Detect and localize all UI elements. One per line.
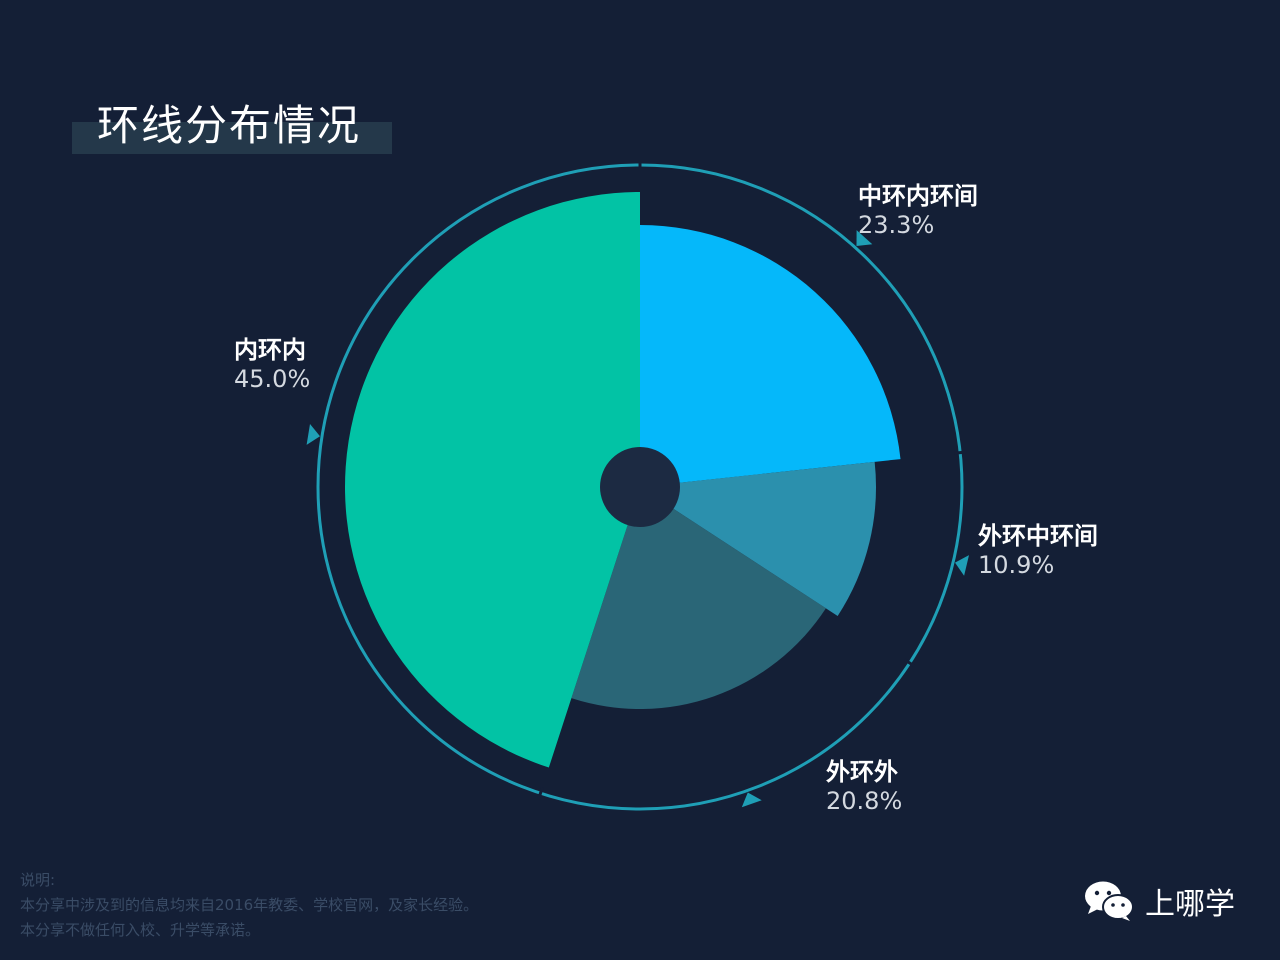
brand-name: 上哪学 [1145,887,1235,922]
ring-divider [903,658,916,668]
title-underline-bar [72,122,392,154]
slice-zhonghuan-neihuan [640,225,901,487]
label-value: 20.8% [826,786,903,815]
ring-divider [954,450,967,455]
label-value: 23.3% [858,210,935,239]
label-name: 中环内环间 [858,182,978,210]
label-neihuan-nei: 内环内 45.0% [234,336,310,394]
label-waihuan-wai: 外环外 20.8% [826,758,902,816]
ring-pointer [741,792,762,808]
footnote: 说明: 本分享中涉及到的信息均来自2016年教委、学校官网，及家长经验。 本分享… [20,868,478,943]
label-zhonghuan-neihuan: 中环内环间 23.3% [858,182,978,240]
label-value: 10.9% [978,550,1055,579]
label-value: 45.0% [234,364,311,393]
ring-divider [537,787,544,800]
label-name: 外环外 [826,758,898,786]
wechat-icon [1085,881,1134,921]
ring-pointer [955,555,969,576]
outer-ring [306,159,969,811]
slice-waihuan-wai [571,487,826,709]
ring-pointer [306,424,320,445]
footnote-line: 本分享中涉及到的信息均来自2016年教委、学校官网，及家长经验。 [20,896,479,914]
ring-pointer [856,230,873,246]
slice-neihuan-nei [345,192,640,768]
pie-slices [345,192,901,768]
footnote-line: 本分享不做任何入校、升学等承诺。 [20,921,261,939]
brand-logo: 上哪学 [1083,876,1235,926]
label-name: 外环中环间 [978,522,1098,550]
slice-waihuan-zhonghuan [640,461,876,616]
label-waihuan-zhonghuan: 外环中环间 10.9% [978,522,1098,580]
label-name: 内环内 [234,336,306,364]
page-title: 环线分布情况 [97,101,362,150]
center-hole [600,447,680,527]
footnote-heading: 说明: [20,871,56,889]
